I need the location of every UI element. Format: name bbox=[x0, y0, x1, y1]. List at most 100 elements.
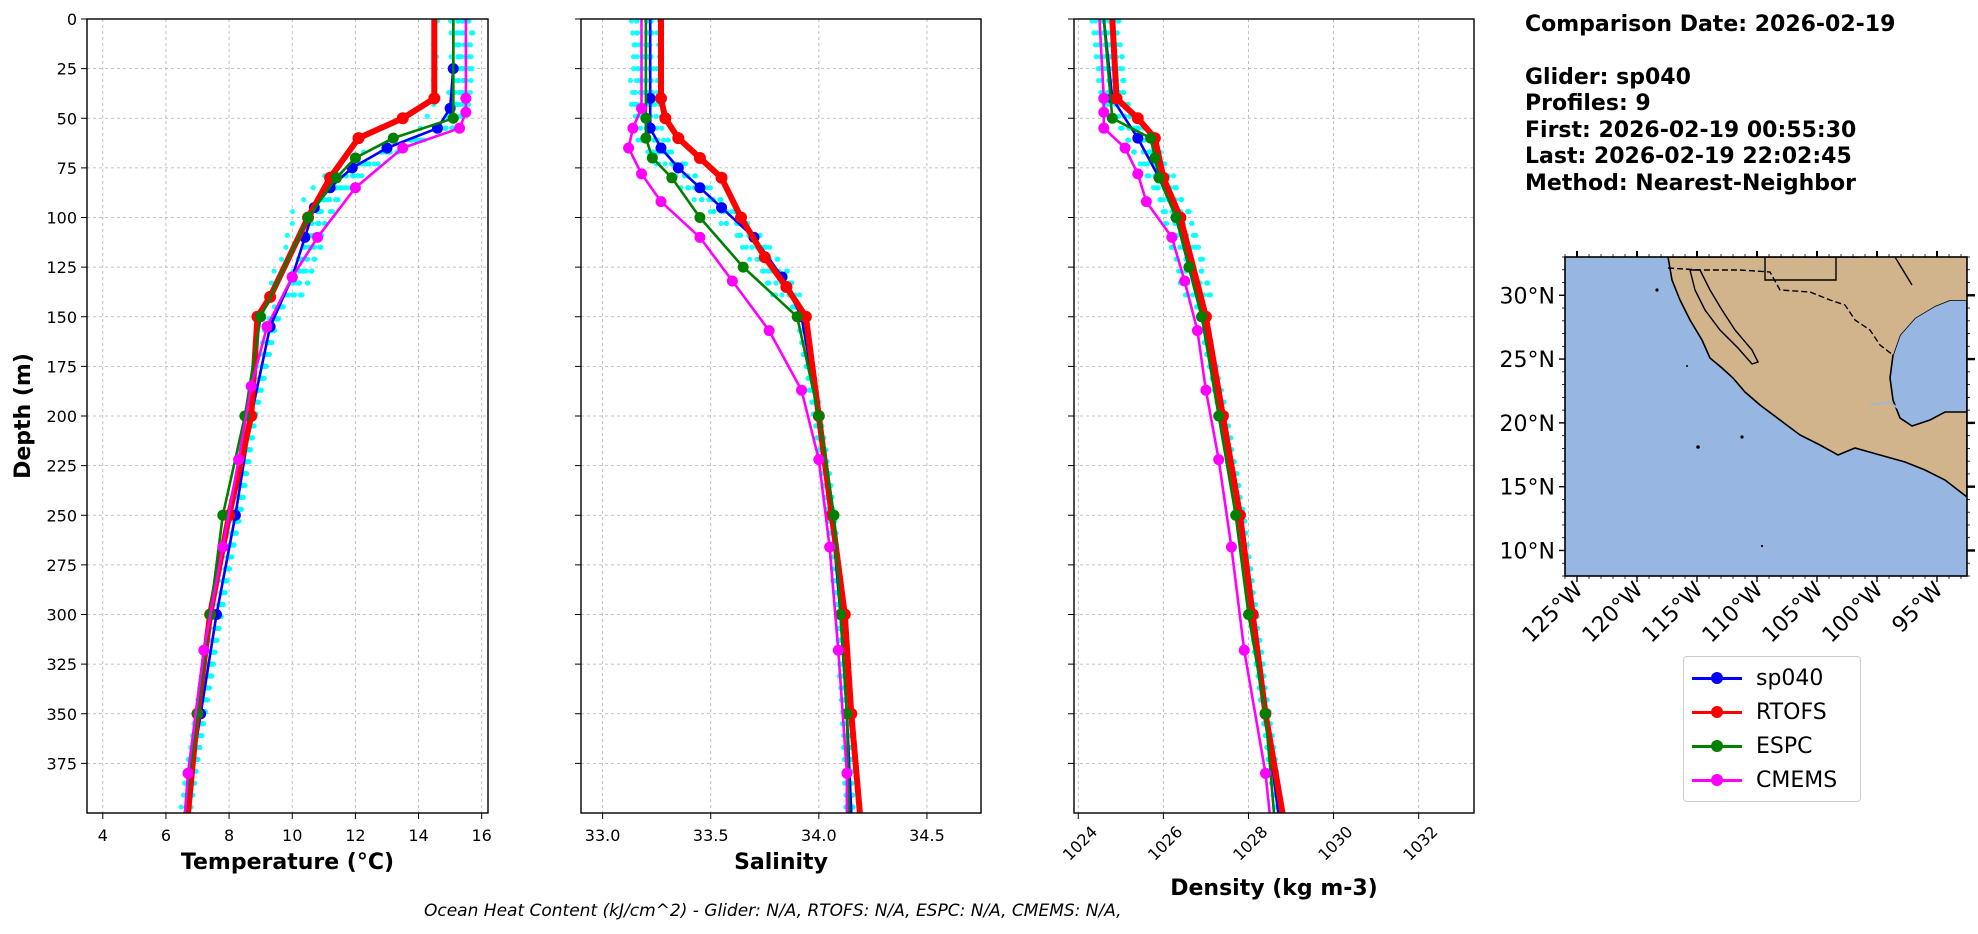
glider-profile-point bbox=[375, 161, 381, 167]
map-river bbox=[1869, 401, 1901, 411]
series-point-rtofs bbox=[396, 112, 409, 125]
series-point-espc bbox=[1106, 112, 1118, 124]
glider-profile-point bbox=[630, 30, 636, 36]
series-point-rtofs bbox=[672, 132, 685, 145]
legend-swatch bbox=[1692, 702, 1742, 722]
glider-profile-point bbox=[1144, 173, 1150, 179]
glider-profile-point bbox=[317, 244, 323, 250]
series-point-espc bbox=[640, 132, 652, 144]
series-point-cmems bbox=[1179, 275, 1191, 287]
glider-profile-point bbox=[299, 292, 305, 298]
glider-profile-point bbox=[1190, 232, 1196, 238]
glider-profile-point bbox=[302, 244, 308, 250]
series-point-cmems bbox=[460, 106, 472, 118]
glider-profile-point bbox=[1197, 256, 1204, 262]
glider-profile-point bbox=[224, 578, 230, 584]
series-point-espc bbox=[1149, 152, 1161, 164]
glider-profile-point bbox=[292, 292, 298, 298]
map-lon-label: 120°W bbox=[1578, 577, 1649, 648]
series-point-sp040 bbox=[644, 122, 656, 134]
glider-profile-point bbox=[233, 530, 239, 536]
glider-profile-point bbox=[467, 89, 473, 96]
legend-swatch bbox=[1692, 668, 1742, 688]
glider-profile-point bbox=[312, 256, 318, 262]
series-point-cmems bbox=[1098, 122, 1110, 134]
series-point-espc bbox=[694, 212, 706, 223]
y-tick-label: 275 bbox=[46, 556, 77, 575]
series-line-cmems bbox=[1098, 18, 1271, 814]
glider-profile-point bbox=[651, 66, 657, 72]
glider-profile-point bbox=[1120, 89, 1126, 96]
glider-profile-point bbox=[1120, 77, 1126, 84]
series-point-sp040 bbox=[655, 142, 667, 154]
legend-item-sp040: sp040 bbox=[1692, 661, 1854, 695]
glider-profile-point bbox=[314, 220, 321, 227]
glider-profile-point bbox=[231, 542, 237, 548]
glider-profile-point bbox=[631, 66, 637, 72]
glider-profile-point bbox=[1189, 220, 1195, 227]
y-tick-label: 100 bbox=[46, 209, 77, 228]
y-tick-label: 25 bbox=[57, 60, 77, 79]
legend: sp040 RTOFS ESPC CMEMS bbox=[1683, 656, 1861, 802]
glider-profile-point bbox=[1171, 185, 1177, 191]
glider-profile-point bbox=[178, 804, 184, 810]
y-tick-label: 300 bbox=[46, 606, 77, 625]
series-point-espc bbox=[349, 152, 361, 164]
series-point-cmems bbox=[397, 142, 409, 154]
y-tick-label: 125 bbox=[46, 258, 77, 277]
glider-profile-point bbox=[263, 363, 269, 369]
glider-profile-point bbox=[296, 280, 303, 286]
glider-profile-point bbox=[765, 268, 771, 274]
legend-item-espc: ESPC bbox=[1692, 729, 1854, 763]
glider-profile-point bbox=[468, 77, 474, 84]
panel-2: 1024 1026 1028 1030 1032 Density (kg m-3) bbox=[1059, 18, 1475, 901]
glider-profile-point bbox=[229, 554, 235, 560]
series-point-cmems bbox=[1213, 454, 1225, 466]
series-point-cmems bbox=[636, 168, 648, 180]
glider-profile-point bbox=[413, 137, 419, 143]
series-point-espc bbox=[1153, 172, 1165, 184]
glider-profile-point bbox=[266, 351, 272, 358]
glider-profile-point bbox=[747, 256, 753, 262]
glider-profile-point bbox=[1204, 280, 1210, 286]
series-point-sp040 bbox=[381, 142, 393, 154]
glider-profile-point bbox=[215, 625, 221, 631]
glider-profile-point bbox=[212, 649, 218, 655]
y-tick-label: 50 bbox=[57, 109, 77, 128]
series-point-espc bbox=[217, 509, 229, 521]
glider-profile-point bbox=[180, 792, 187, 798]
glider-profile-point bbox=[723, 220, 729, 227]
map-lat-label: 30°N bbox=[1500, 284, 1555, 309]
glider-profile-point bbox=[704, 185, 710, 191]
glider-profile-point bbox=[304, 280, 311, 286]
glider-profile-point bbox=[634, 66, 641, 72]
glider-profile-point bbox=[764, 280, 770, 286]
series-point-rtofs bbox=[780, 280, 793, 293]
x-tick-label: 33.5 bbox=[693, 826, 729, 845]
glider-profile-point bbox=[269, 339, 275, 346]
series-point-cmems bbox=[796, 384, 808, 396]
glider-profile-point bbox=[339, 185, 345, 191]
glider-profile-point bbox=[1137, 161, 1143, 167]
series-point-rtofs bbox=[655, 92, 667, 105]
glider-profile-point bbox=[806, 387, 812, 393]
glider-profile-point bbox=[290, 208, 296, 215]
glider-profile-point bbox=[632, 42, 639, 48]
map-lon-label: 110°W bbox=[1698, 577, 1769, 648]
glider-profile-point bbox=[275, 316, 282, 322]
map-lat-label: 25°N bbox=[1500, 348, 1555, 373]
legend-item-rtofs: RTOFS bbox=[1692, 695, 1854, 729]
glider-profile-point bbox=[699, 197, 705, 203]
glider-profile-point bbox=[1095, 66, 1101, 72]
info-panel: Comparison Date: 2026-02-19 Glider: sp04… bbox=[1525, 12, 1895, 197]
glider-profile-point bbox=[1195, 244, 1202, 250]
glider-profile-point bbox=[627, 77, 634, 84]
series-point-cmems bbox=[832, 644, 844, 656]
glider-profile-point bbox=[1135, 125, 1142, 131]
glider-profile-point bbox=[779, 292, 785, 298]
series-point-sp040 bbox=[716, 202, 728, 214]
glider-profile-point bbox=[812, 423, 819, 429]
x-axis-label: Salinity bbox=[734, 850, 828, 875]
series-point-cmems bbox=[198, 644, 210, 656]
glider-profile-point bbox=[718, 197, 724, 203]
